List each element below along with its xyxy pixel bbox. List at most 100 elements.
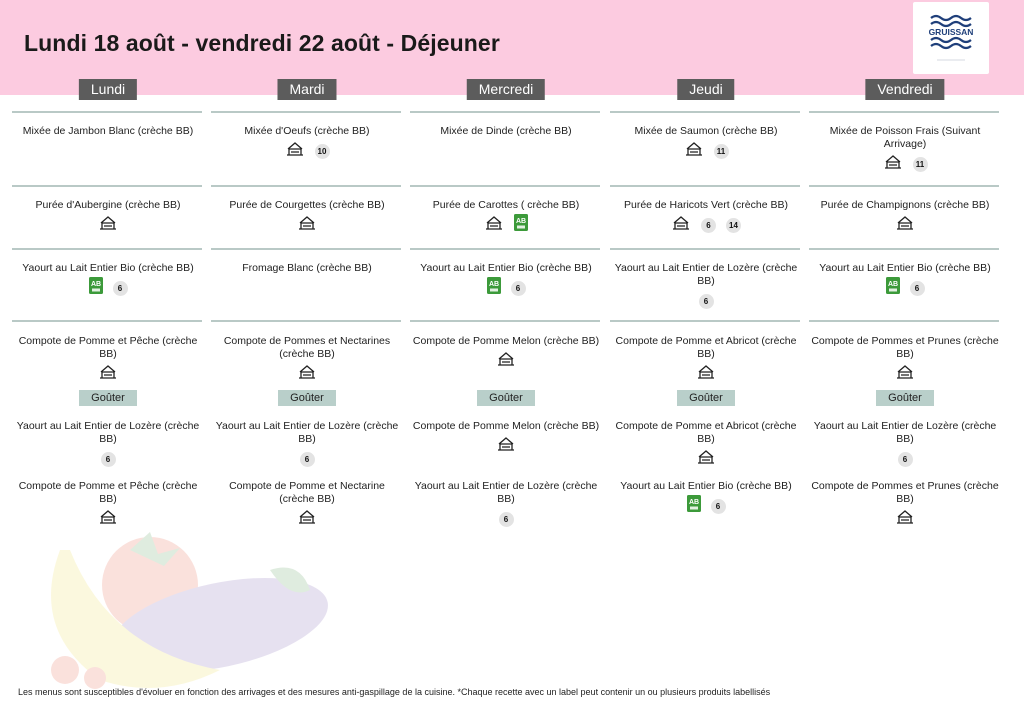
fait-maison-icon [297,364,317,385]
dish-name: Mixée de Poisson Frais (Suivant Arrivage… [829,125,981,150]
dish-labels [809,509,1001,528]
fait-maison-icon [883,154,903,175]
dish-name: Yaourt au Lait Entier Bio (crèche BB) [620,480,792,492]
menu-item: Compote de Pomme et Pêche (crèche BB) [12,335,204,383]
dish-labels [12,215,204,236]
fait-maison-icon [484,215,504,236]
row-separator [12,111,202,113]
dish-labels [12,364,204,385]
snack-label: Goûter [278,390,336,406]
dish-name: Mixée de Dinde (crèche BB) [440,125,572,137]
day-tab: Mercredi [466,79,546,100]
dish-labels: 6 [211,450,403,468]
menu-item: Mixée de Jambon Blanc (crèche BB) [12,125,204,138]
dish-name: Purée de Courgettes (crèche BB) [229,199,385,211]
row-separator [12,185,202,187]
dish-labels [610,364,802,383]
day-tab: Vendredi [865,79,945,100]
menu-item: Compote de Pommes et Nectarines (crèche … [211,335,403,383]
dish-labels [410,436,602,455]
menu-item: Yaourt au Lait Entier Bio (crèche BB) AB 6 [809,262,1001,297]
menu-item: Purée de Haricots Vert (crèche BB) 6 14 [610,199,802,234]
dish-name: Purée de Carottes ( crèche BB) [432,199,580,211]
day-column-mercredi: Mercredi Mixée de Dinde (crèche BB) Purée … [410,77,602,537]
menu-item: Compote de Pomme Melon (crèche BB) [410,335,602,370]
dish-labels: 6 [410,510,602,528]
row-separator [610,111,800,113]
dish-name: Purée d'Aubergine (crèche BB) [35,199,181,211]
dish-name: Compote de Pomme et Abricot (crèche BB) [615,335,797,360]
fait-maison-icon [297,215,317,236]
fait-maison-icon [696,449,716,470]
fait-maison-icon [285,141,305,162]
dish-labels: 6 [610,292,802,310]
fait-maison-icon [98,364,118,385]
fait-maison-icon [297,509,317,530]
fait-maison-icon [98,215,118,236]
dish-name: Compote de Pomme et Nectarine (crèche BB… [229,480,385,505]
dish-name: Compote de Pomme Melon (crèche BB) [412,335,600,347]
row-separator [12,248,202,250]
dish-labels [211,215,403,236]
menu-item: Yaourt au Lait Entier de Lozère (crèche … [610,262,802,310]
dish-labels: 6 [12,450,204,468]
dish-labels: AB 6 [809,277,1001,299]
ab-organic-icon: AB [88,277,103,299]
row-separator [12,320,202,322]
allergen-badge: 11 [713,143,729,159]
menu-item: Yaourt au Lait Entier Bio (crèche BB) AB 6 [12,262,204,297]
menu-item: Mixée d'Oeufs (crèche BB) 10 [211,125,403,160]
allergen-badge: 6 [698,293,714,309]
day-column-vendredi: Vendredi Mixée de Poisson Frais (Suivant … [809,77,1001,537]
page-title: Lundi 18 août - vendredi 22 août - Déjeu… [24,30,500,56]
dish-name: Yaourt au Lait Entier de Lozère (crèche … [215,420,399,445]
waves-logo-icon: GRUISSAN [929,14,973,61]
menu-item: Compote de Pomme Melon (crèche BB) [410,420,602,455]
dish-labels: 11 [610,141,802,162]
row-separator [410,320,600,322]
menu-item: Compote de Pomme et Abricot (crèche BB) [610,420,802,468]
allergen-badge: 6 [100,451,116,467]
dish-name: Purée de Haricots Vert (crèche BB) [624,199,788,211]
dish-name: Compote de Pommes et Prunes (crèche BB) [811,335,999,360]
menu-item: Compote de Pomme et Nectarine (crèche BB… [211,480,403,528]
menu-item: Mixée de Saumon (crèche BB) 11 [610,125,802,160]
dish-labels: AB 6 [610,495,802,517]
row-separator [211,248,401,250]
fait-maison-icon [671,215,691,236]
dish-name: Compote de Pomme Melon (crèche BB) [412,420,600,432]
menu-item: Purée de Courgettes (crèche BB) [211,199,403,234]
row-separator [809,185,999,187]
svg-text:AB: AB [90,281,100,288]
dish-name: Compote de Pomme et Pêche (crèche BB) [18,480,198,505]
menu-item: Compote de Pomme et Pêche (crèche BB) [12,480,204,528]
row-separator [211,185,401,187]
weekly-menu: Lundi Mixée de Jambon Blanc (crèche BB) Pu… [0,77,1024,537]
row-separator [809,248,999,250]
footnote: Les menus sont susceptibles d'évoluer en… [18,687,771,697]
dish-name: Fromage Blanc (crèche BB) [242,262,372,274]
ab-organic-icon: AB [885,277,900,299]
row-separator [610,320,800,322]
svg-text:AB: AB [688,499,698,506]
dish-labels [610,449,802,470]
dish-name: Yaourt au Lait Entier de Lozère (crèche … [414,480,598,505]
dish-labels [809,215,1001,234]
dish-labels: AB 6 [12,277,204,299]
row-separator [410,111,600,113]
dish-labels [809,364,1001,383]
fait-maison-icon [684,141,704,162]
allergen-badge: 6 [701,217,716,233]
dish-name: Yaourt au Lait Entier Bio (crèche BB) [420,262,592,274]
menu-item: Yaourt au Lait Entier de Lozère (crèche … [12,420,204,468]
snack-label: Goûter [677,390,735,406]
dish-name: Yaourt au Lait Entier de Lozère (crèche … [813,420,997,445]
row-separator [410,185,600,187]
dish-labels: AB [410,214,602,236]
menu-item: Mixée de Dinde (crèche BB) [410,125,602,138]
dish-labels [211,364,403,385]
ab-organic-icon: AB [686,495,701,517]
row-separator [610,248,800,250]
row-separator [809,320,999,322]
dish-labels [410,351,602,370]
